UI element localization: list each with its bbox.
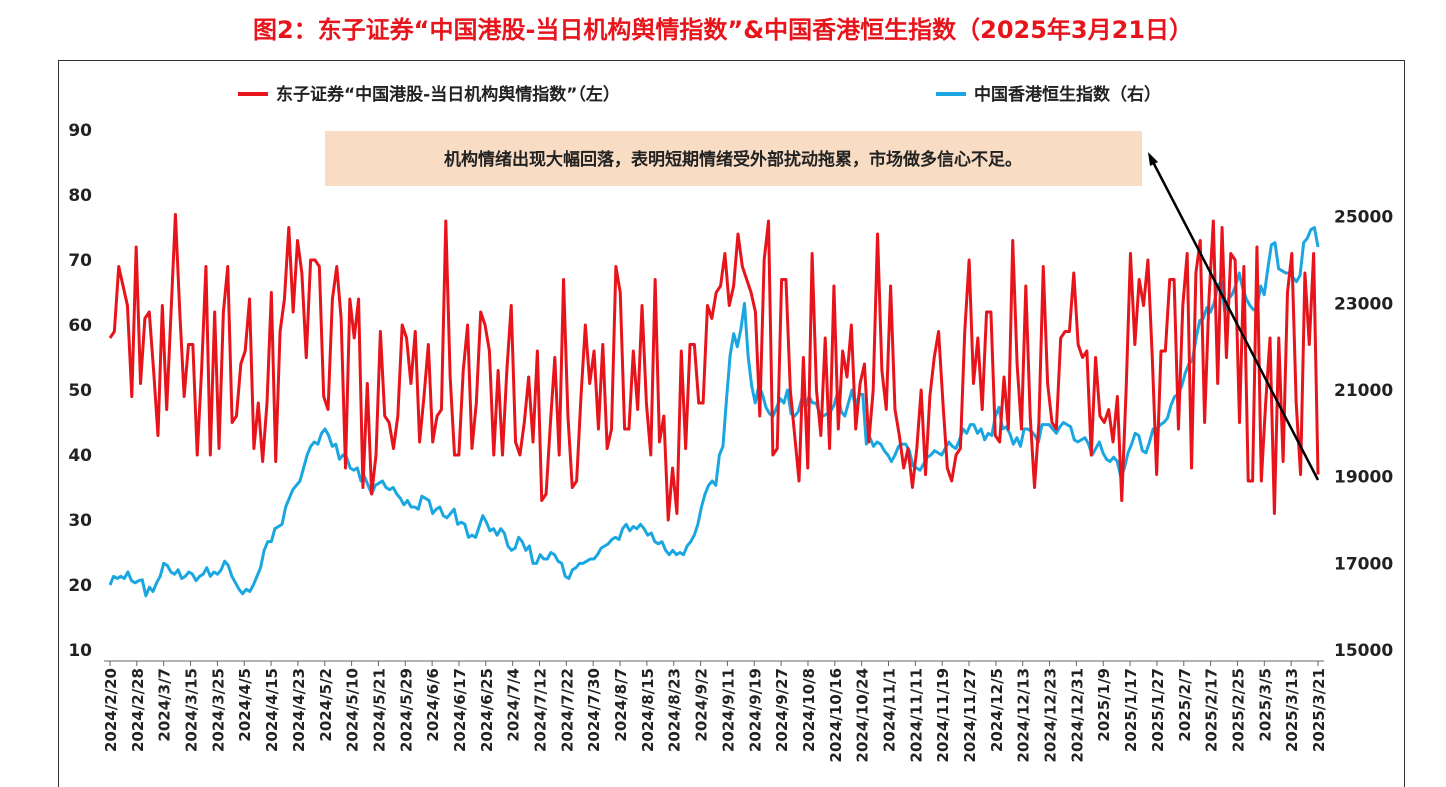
y-left-tick-label: 60 [68, 316, 92, 336]
y-right-tick-label: 25000 [1334, 208, 1393, 228]
y-left-tick-label: 30 [68, 511, 92, 531]
x-tick-label: 2025/2/17 [1203, 668, 1221, 752]
x-tick-label: 2024/10/24 [854, 668, 872, 762]
x-tick-label: 2025/3/21 [1310, 668, 1328, 752]
x-tick-label: 2024/9/11 [719, 668, 737, 752]
x-tick-label: 2024/7/12 [532, 668, 550, 752]
legend: 东子证券“中国港股-当日机构舆情指数”（左） 中国香港恒生指数（右） [238, 84, 1161, 105]
x-tick-label: 2024/5/21 [370, 668, 388, 752]
x-tick-label: 2024/11/27 [961, 668, 979, 762]
hsi-line [108, 226, 1320, 598]
x-tick-label: 2024/12/5 [988, 668, 1006, 752]
x-tick-label: 2025/2/7 [1176, 668, 1194, 742]
y-right-tick-label: 19000 [1334, 468, 1393, 488]
x-tick-label: 2024/12/23 [1042, 668, 1060, 762]
annotation: 机构情绪出现大幅回落，表明短期情绪受外部扰动拖累，市场做多信心不足。 [325, 131, 1320, 481]
x-tick-label: 2024/5/10 [344, 668, 362, 752]
x-tick-label: 2024/11/19 [934, 668, 952, 762]
figure-title: 图2：东子证券“中国港股-当日机构舆情指数”&中国香港恒生指数（2025年3月2… [252, 16, 1194, 44]
sentiment-series [108, 213, 1320, 522]
x-tick-label: 2025/1/27 [1149, 668, 1167, 752]
x-tick-label: 2024/2/20 [102, 668, 120, 752]
x-tick-label: 2024/8/23 [666, 668, 684, 752]
x-tick-label: 2025/3/5 [1256, 668, 1274, 742]
x-tick-label: 2024/2/28 [129, 668, 147, 752]
axes: 10 20 30 40 50 60 70 80 90 15000 17000 19000 21000 23… [68, 121, 1393, 762]
x-tick-label: 2024/7/22 [558, 668, 576, 752]
x-tick-label: 2025/2/25 [1229, 668, 1247, 752]
y-right-tick-label: 17000 [1334, 554, 1393, 574]
x-tick-label: 2024/6/6 [424, 668, 442, 742]
x-tick-label: 2024/12/13 [1015, 668, 1033, 762]
y-left-tick-label: 40 [68, 446, 92, 466]
y-left-tick-label: 70 [68, 251, 92, 271]
x-tick-label: 2024/6/17 [451, 668, 469, 752]
x-tick-label: 2025/1/9 [1095, 668, 1113, 742]
annotation-box [325, 131, 1142, 186]
chart-frame [58, 60, 1405, 787]
x-tick-label: 2024/10/16 [827, 668, 845, 762]
y-left-tick-label: 10 [68, 641, 92, 661]
x-tick-label: 2024/3/15 [183, 668, 201, 752]
x-tick-label: 2024/5/2 [317, 668, 335, 742]
arrow-line [1150, 159, 1320, 481]
x-tick-label: 2024/7/30 [585, 668, 603, 752]
x-tick-label: 2024/4/15 [263, 668, 281, 752]
x-tick-label: 2025/3/13 [1283, 668, 1301, 752]
y-left-tick-label: 20 [68, 576, 92, 596]
x-tick-label: 2024/8/7 [612, 668, 630, 742]
x-tick-label: 2024/9/19 [746, 668, 764, 752]
x-tick-label: 2024/3/25 [209, 668, 227, 752]
y-right-tick-label: 15000 [1334, 641, 1393, 661]
sentiment-line [108, 213, 1320, 522]
arrow-head [1148, 152, 1158, 166]
y-right-tick-label: 21000 [1334, 381, 1393, 401]
y-left-tick-label: 50 [68, 381, 92, 401]
x-tick-label: 2024/10/8 [800, 668, 818, 752]
y-left-tick-label: 80 [68, 186, 92, 206]
y-right-tick-label: 23000 [1334, 294, 1393, 314]
hsi-series [108, 226, 1320, 598]
x-tick-label: 2024/9/27 [773, 668, 791, 752]
legend-label-sentiment: 东子证券“中国港股-当日机构舆情指数”（左） [276, 84, 620, 105]
x-tick-label: 2024/3/7 [156, 668, 174, 742]
x-tick-label: 2024/4/23 [290, 668, 308, 752]
x-tick-label: 2024/11/1 [880, 668, 898, 752]
x-tick-label: 2024/8/15 [639, 668, 657, 752]
x-tick-label: 2025/1/17 [1122, 668, 1140, 752]
annotation-text: 机构情绪出现大幅回落，表明短期情绪受外部扰动拖累，市场做多信心不足。 [444, 149, 1022, 170]
x-tick-label: 2024/5/29 [397, 668, 415, 752]
x-tick-label: 2024/6/25 [478, 668, 496, 752]
y-left-tick-label: 90 [68, 121, 92, 141]
legend-label-hsi: 中国香港恒生指数（右） [974, 84, 1161, 105]
x-tick-label: 2024/4/5 [236, 668, 254, 742]
x-tick-label: 2024/9/2 [693, 668, 711, 742]
x-tick-label: 2024/7/4 [505, 668, 523, 742]
x-tick-label: 2024/11/11 [907, 668, 925, 762]
x-tick-label: 2024/12/31 [1068, 668, 1086, 762]
